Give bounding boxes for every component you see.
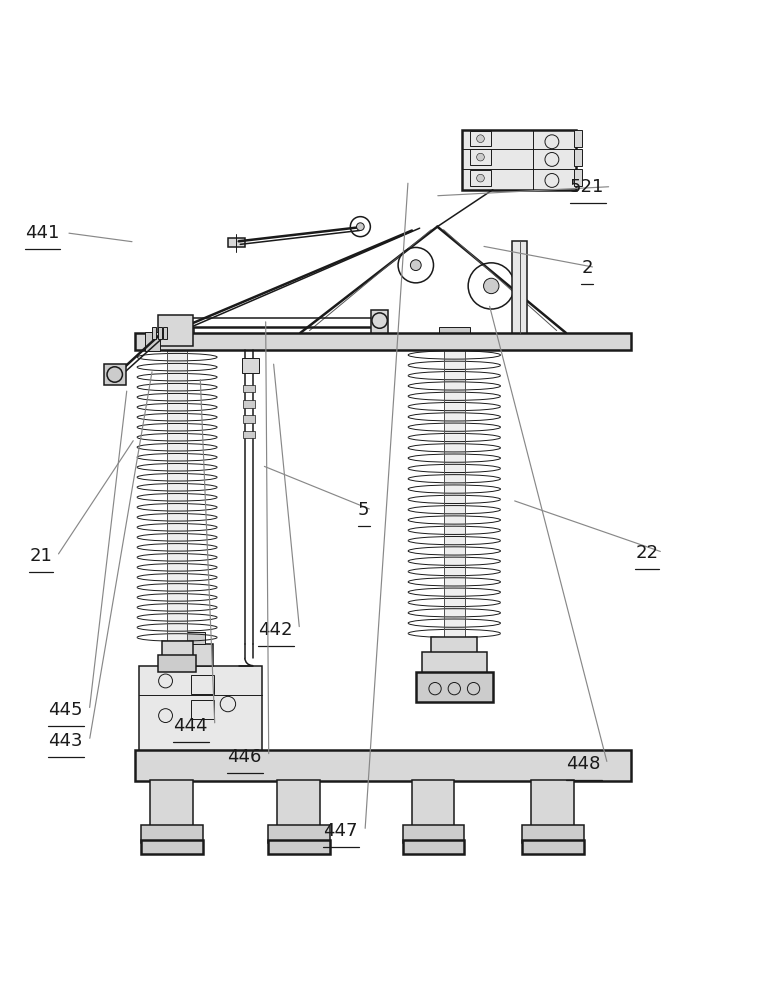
Bar [470,170,491,186]
Circle shape [484,278,499,294]
Text: 521: 521 [570,178,604,196]
Bar [268,825,330,843]
Text: 441: 441 [25,224,59,242]
Bar [403,840,464,854]
Text: 444: 444 [173,717,208,735]
Bar [168,644,213,666]
Bar [422,652,487,676]
Text: 443: 443 [48,732,82,750]
Bar [462,130,576,190]
Bar [512,241,527,333]
Text: 442: 442 [258,621,293,639]
Bar [163,327,167,339]
Bar [243,431,255,438]
Bar [574,149,582,166]
Bar [145,332,160,351]
Bar [531,780,574,827]
Bar [412,780,454,827]
Bar [150,780,192,827]
Bar [176,632,205,644]
Bar [431,637,477,654]
Bar [163,321,191,328]
Bar [242,358,259,373]
Bar [160,328,194,342]
Bar [444,350,465,639]
Bar [104,364,126,384]
Circle shape [477,174,484,182]
Bar [403,825,464,843]
Bar [470,149,491,165]
Bar [191,675,214,694]
Bar [243,415,255,423]
Bar [574,169,582,186]
Bar [435,336,474,350]
Bar [277,780,320,827]
Bar [152,327,156,339]
Bar [243,400,255,408]
Text: 5: 5 [358,501,370,519]
Text: 445: 445 [48,701,82,719]
Bar [135,333,631,350]
Circle shape [477,153,484,161]
Text: 447: 447 [323,822,358,840]
Bar [158,655,196,672]
Bar [470,131,491,146]
Text: 22: 22 [635,544,658,562]
Circle shape [410,260,421,271]
Text: 21: 21 [29,547,52,565]
Text: 448: 448 [566,755,601,773]
Circle shape [477,135,484,143]
Bar [141,825,203,843]
Bar [416,672,493,702]
Bar [158,327,162,339]
Bar [139,666,262,750]
Bar [162,641,192,656]
Circle shape [357,223,364,231]
Bar [522,825,584,843]
Bar [158,315,192,346]
Bar [191,700,214,719]
Bar [522,840,584,854]
Text: 446: 446 [227,748,262,766]
Bar [371,310,388,333]
Bar [167,342,187,642]
Bar [228,238,245,247]
Text: 2: 2 [581,259,593,277]
Bar [439,327,470,336]
Bar [268,840,330,854]
Bar [243,384,255,392]
Bar [141,840,203,854]
Bar [135,750,631,781]
Bar [574,130,582,147]
